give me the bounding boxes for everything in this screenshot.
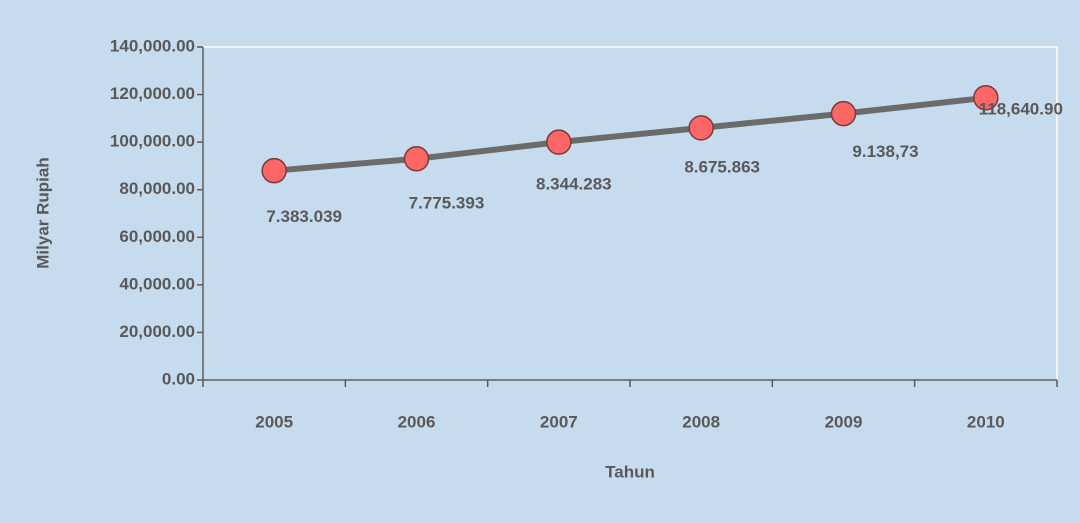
y-axis-label: Milyar Rupiah [33, 157, 52, 268]
y-tick-label: 100,000.00 [110, 132, 195, 151]
y-tick-label: 20,000.00 [119, 322, 195, 341]
marker [546, 129, 572, 155]
marker [973, 85, 999, 111]
x-axis-label: Tahun [605, 462, 655, 481]
point-annotation: 118,640.90 [979, 99, 1063, 118]
point-annotation: 7.775.393 [409, 193, 485, 212]
y-tick-label: 0.00 [162, 369, 195, 388]
point-annotation: 7.383.039 [266, 207, 342, 226]
marker [830, 100, 857, 127]
x-tick-label: 2009 [825, 412, 863, 431]
marker [261, 157, 287, 184]
y-tick-label: 60,000.00 [119, 227, 195, 246]
marker [688, 115, 714, 141]
point-annotation: 8.344.283 [536, 175, 612, 194]
point-annotation: 9.138,73 [852, 142, 918, 161]
point-annotation: 8.675.863 [684, 157, 760, 176]
y-tick-label: 140,000.00 [110, 36, 195, 55]
x-tick-label: 2008 [682, 412, 720, 431]
y-tick-label: 40,000.00 [119, 274, 195, 293]
x-tick-label: 2006 [398, 412, 436, 431]
y-tick-label: 120,000.00 [110, 84, 195, 103]
y-tick-label: 80,000.00 [119, 179, 195, 198]
x-tick-label: 2007 [540, 412, 578, 431]
line [271, 94, 989, 174]
x-tick-label: 2010 [967, 412, 1005, 431]
x-tick-label: 2005 [255, 412, 293, 431]
marker [403, 146, 430, 172]
